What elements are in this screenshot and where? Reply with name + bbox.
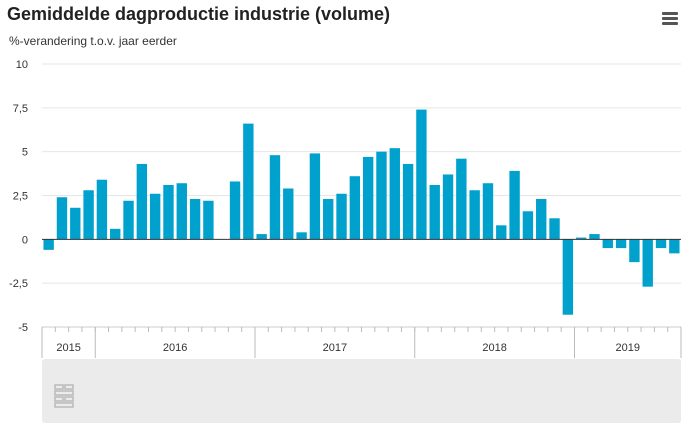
bar[interactable] [163, 184, 174, 240]
menu-line [662, 12, 678, 15]
bar[interactable] [615, 239, 627, 249]
bar[interactable] [283, 188, 294, 240]
bar[interactable] [669, 239, 680, 254]
bar[interactable] [176, 183, 187, 240]
bar[interactable] [189, 199, 201, 240]
bar[interactable] [376, 151, 387, 240]
x-year-label: 2017 [323, 342, 347, 354]
logo-part [64, 396, 74, 402]
bar[interactable] [123, 200, 134, 240]
bar[interactable] [602, 239, 613, 249]
bar[interactable] [469, 190, 480, 240]
y-tick-label: 2,5 [13, 191, 28, 203]
bar[interactable] [429, 184, 440, 240]
y-tick-label: -5 [18, 322, 28, 334]
x-year-label: 2016 [163, 342, 187, 354]
bar[interactable] [536, 199, 547, 240]
bar[interactable] [442, 174, 454, 240]
y-axis: 10 7,5 5 2,5 0 -2,5 -5 [9, 59, 28, 334]
y-tick-label: 7,5 [13, 103, 28, 115]
y-tick-label: -2,5 [9, 278, 28, 290]
bar[interactable] [456, 158, 467, 240]
bar[interactable] [562, 239, 574, 315]
bar[interactable] [416, 109, 427, 240]
bar[interactable] [229, 181, 241, 240]
y-tick-label: 5 [22, 147, 28, 159]
x-year-label: 2015 [56, 342, 80, 354]
navigator-track[interactable] [42, 359, 681, 423]
chart-title: Gemiddelde dagproductie industrie (volum… [7, 4, 391, 24]
bar[interactable] [296, 232, 307, 240]
logo-part [54, 402, 74, 408]
bar[interactable] [43, 239, 54, 250]
bar[interactable] [362, 156, 374, 240]
bar[interactable] [136, 163, 148, 240]
menu-line [662, 22, 678, 25]
bar[interactable] [629, 239, 640, 263]
x-axis: 2015 2016 2017 2018 2019 [41, 326, 682, 358]
bar[interactable] [522, 211, 534, 240]
logo-part [54, 390, 74, 396]
x-year-label: 2018 [482, 342, 506, 354]
bar[interactable] [336, 193, 347, 240]
bar[interactable] [56, 197, 68, 240]
bar[interactable] [549, 218, 560, 240]
bar-series [43, 109, 680, 315]
y-tick-label: 0 [22, 234, 28, 246]
bar[interactable] [642, 239, 653, 287]
bar[interactable] [496, 225, 507, 240]
bar[interactable] [96, 179, 108, 240]
logo-part [54, 384, 64, 390]
bar[interactable] [575, 237, 587, 240]
bar[interactable] [110, 228, 121, 240]
bar[interactable] [509, 170, 520, 240]
bar[interactable] [309, 153, 321, 240]
logo-part [64, 384, 74, 390]
bar[interactable] [389, 148, 400, 240]
bar[interactable] [482, 183, 494, 240]
bar[interactable] [149, 193, 161, 240]
menu-line [662, 17, 678, 20]
bar[interactable] [243, 123, 254, 240]
logo-part [54, 396, 64, 402]
y-tick-label: 10 [16, 59, 28, 71]
cbs-logo-icon [54, 384, 74, 408]
bar[interactable] [589, 234, 600, 240]
range-navigator[interactable] [42, 359, 681, 423]
x-year-label: 2019 [616, 342, 640, 354]
bar[interactable] [70, 207, 81, 240]
bar[interactable] [349, 176, 361, 240]
chart-subtitle: %-verandering t.o.v. jaar eerder [9, 34, 177, 48]
bar[interactable] [655, 239, 667, 249]
bar[interactable] [323, 199, 334, 240]
bar[interactable] [256, 234, 267, 240]
bar[interactable] [83, 190, 94, 240]
bar[interactable] [402, 163, 414, 240]
bar[interactable] [269, 155, 281, 240]
bar[interactable] [203, 200, 214, 240]
hamburger-menu-icon[interactable] [660, 10, 680, 28]
